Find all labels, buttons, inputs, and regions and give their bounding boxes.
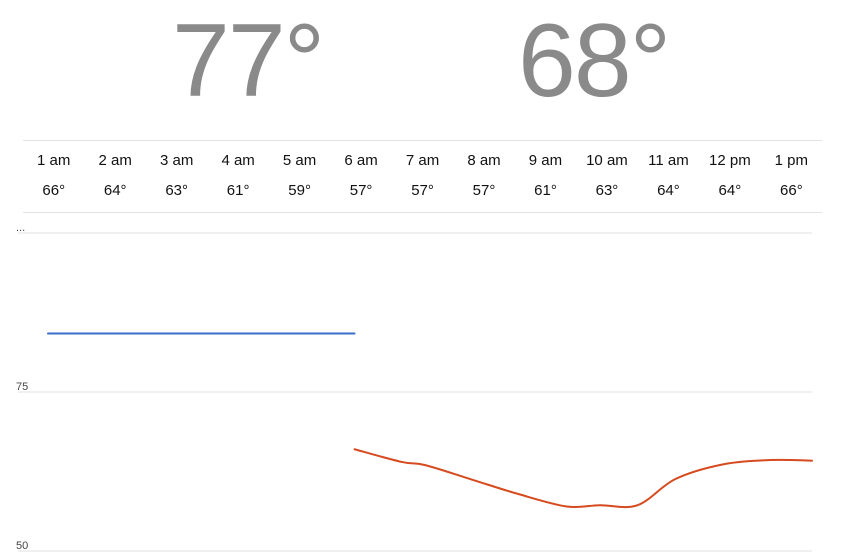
hour-temp-value: 57°	[472, 182, 496, 199]
hour-column: 11 am 64°	[638, 141, 699, 212]
hour-time-label: 8 am	[467, 152, 501, 169]
hour-column: 1 pm 66°	[761, 141, 822, 212]
high-temperature: 77°	[172, 3, 325, 119]
hour-time-label: 9 am	[528, 152, 563, 169]
hour-column: 6 am 57°	[330, 141, 391, 212]
hour-temp-value: 61°	[226, 182, 250, 199]
hour-time-label: 6 am	[344, 152, 378, 169]
series-line-red	[353, 448, 813, 509]
hour-temp-value: 61°	[534, 182, 557, 199]
hour-column: 8 am 57°	[453, 141, 514, 212]
hour-column: 12 pm 64°	[699, 141, 760, 212]
hour-time-label: 1 pm	[774, 152, 809, 169]
hour-temp-value: 57°	[349, 182, 373, 199]
hour-time-label: 2 am	[98, 152, 132, 169]
y-tick-label: 50	[16, 540, 28, 552]
y-tick-label: 75	[16, 381, 28, 393]
hour-column: 2 am 64°	[84, 141, 145, 212]
hour-temp-value: 64°	[103, 182, 127, 199]
hour-temp-value: 57°	[411, 182, 434, 199]
hour-temp-value: 64°	[657, 182, 680, 199]
hour-time-label: 5 am	[282, 152, 317, 169]
hour-temp-value: 63°	[165, 182, 189, 199]
hour-column: 10 am 63°	[576, 141, 637, 212]
hour-time-label: 10 am	[586, 152, 628, 169]
hour-temp-value: 66°	[780, 182, 803, 199]
hour-time-label: 7 am	[405, 152, 440, 169]
hour-temp-value: 59°	[288, 182, 311, 199]
hour-temp-value: 64°	[718, 182, 742, 199]
hour-temp-value: 63°	[595, 182, 619, 199]
hour-time-label: 11 am	[648, 152, 689, 169]
hour-time-label: 3 am	[159, 152, 194, 169]
y-tick-label: ...	[16, 222, 25, 234]
hour-column: 1 am 66°	[23, 141, 84, 212]
hour-column: 7 am 57°	[392, 141, 453, 212]
hourly-forecast-table: 1 am 66° 2 am 64° 3 am 63° 4 am 61° 5 am…	[23, 140, 822, 213]
hour-time-label: 12 pm	[709, 152, 751, 169]
hour-time-label: 4 am	[221, 152, 255, 169]
hour-time-label: 1 am	[37, 152, 71, 169]
hour-column: 9 am 61°	[515, 141, 576, 212]
hour-column: 3 am 63°	[146, 141, 207, 212]
hour-column: 4 am 61°	[207, 141, 268, 212]
hour-column: 5 am 59°	[269, 141, 330, 212]
hour-temp-value: 66°	[42, 182, 66, 199]
low-temperature: 68°	[518, 3, 671, 119]
